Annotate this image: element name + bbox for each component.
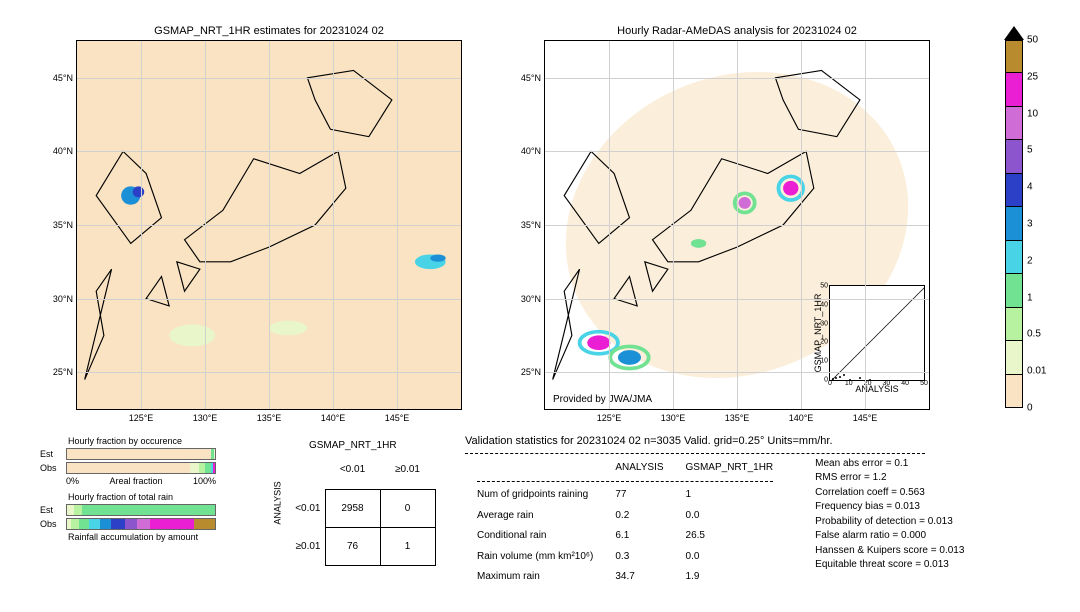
vr3a: 0.3 <box>605 548 673 567</box>
left-map-panel: GSMAP_NRT_1HR estimates for 20231024 02 … <box>76 40 462 410</box>
axis-label-occ: Areal fraction <box>79 476 193 486</box>
ct-col1: ≥0.01 <box>380 451 435 489</box>
contingency-title: GSMAP_NRT_1HR <box>270 440 436 451</box>
val-col1: GSMAP_NRT_1HR <box>676 459 784 478</box>
ct-11: 1 <box>380 527 435 565</box>
right-map-title: Hourly Radar-AMeDAS analysis for 2023102… <box>545 25 929 37</box>
totalrain-title: Hourly fraction of total rain <box>68 492 216 502</box>
vr1b: 0.0 <box>676 507 784 526</box>
axis-label-tot: Rainfall accumulation by amount <box>68 532 216 542</box>
vr2b: 26.5 <box>676 527 784 546</box>
bar-tot-obs <box>66 518 216 530</box>
obs-label-2: Obs <box>40 519 66 529</box>
vr4b: 1.9 <box>676 568 784 587</box>
vr0b: 1 <box>676 486 784 505</box>
ct-00: 2958 <box>325 489 380 527</box>
est-label-1: Est <box>40 449 66 459</box>
bar-occ-est <box>66 448 216 460</box>
ct-rowaxis: ANALYSIS <box>273 481 283 524</box>
vr4l: Maximum rain <box>467 568 603 587</box>
validation-table: ANALYSISGSMAP_NRT_1HR Num of gridpoints … <box>465 457 785 589</box>
vr3l: Rain volume (mm km²10⁶) <box>467 548 603 567</box>
vr3b: 0.0 <box>676 548 784 567</box>
bar-occ-obs <box>66 462 216 474</box>
left-map-title: GSMAP_NRT_1HR estimates for 20231024 02 <box>77 25 461 37</box>
provided-label: Provided by JWA/JMA <box>551 394 654 405</box>
vr4a: 34.7 <box>605 568 673 587</box>
ct-10: 76 <box>325 527 380 565</box>
right-map-panel: Hourly Radar-AMeDAS analysis for 2023102… <box>544 40 930 410</box>
axis-right-occ: 100% <box>193 476 216 486</box>
validation-right-stats: Mean abs error = 0.1RMS error = 1.2Corre… <box>815 457 964 589</box>
ct-col0: <0.01 <box>325 451 380 489</box>
colorbar: 502510543210.50.010 <box>1005 40 1023 408</box>
vr0l: Num of gridpoints raining <box>467 486 603 505</box>
val-col0: ANALYSIS <box>605 459 673 478</box>
vr1a: 0.2 <box>605 507 673 526</box>
vr2l: Conditional rain <box>467 527 603 546</box>
occurrence-title: Hourly fraction by occurence <box>68 436 216 446</box>
vr1l: Average rain <box>467 507 603 526</box>
validation-block: Validation statistics for 20231024 02 n=… <box>465 434 1065 589</box>
contingency-table: GSMAP_NRT_1HR <0.01 ≥0.01 <0.01 2958 0 ≥… <box>270 440 436 566</box>
inset-xlabel: ANALYSIS <box>855 384 898 394</box>
validation-title: Validation statistics for 20231024 02 n=… <box>465 434 1065 450</box>
vr0a: 77 <box>605 486 673 505</box>
ct-01: 0 <box>380 489 435 527</box>
bar-tot-est <box>66 504 216 516</box>
vr2a: 6.1 <box>605 527 673 546</box>
fraction-bars-block: Hourly fraction by occurence Est Obs 0%A… <box>40 434 216 542</box>
obs-label-1: Obs <box>40 463 66 473</box>
est-label-2: Est <box>40 505 66 515</box>
axis-left-occ: 0% <box>66 476 79 486</box>
ct-row1: ≥0.01 <box>270 527 325 565</box>
